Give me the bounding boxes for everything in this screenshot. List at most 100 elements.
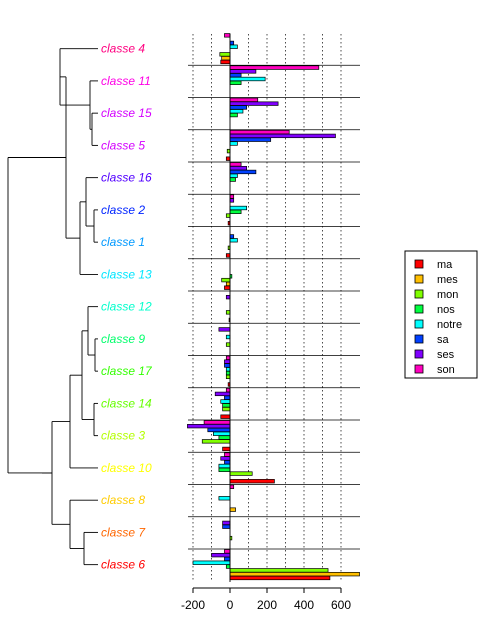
bar-notre [229, 238, 238, 243]
class-label: classe 1 [101, 235, 145, 249]
bar-mes [221, 55, 231, 61]
bar-ma [222, 446, 231, 452]
bar-sa [222, 524, 231, 529]
class-label: classe 13 [101, 267, 152, 281]
bar-notre [225, 367, 231, 372]
bar-sa [224, 556, 231, 562]
class-label: classe 3 [101, 429, 145, 443]
bar-nos [218, 435, 231, 440]
legend-label: ma [437, 259, 453, 271]
bar-notre [220, 399, 231, 404]
bar-son [229, 484, 235, 489]
bar-nos [222, 403, 231, 408]
bar-son [225, 387, 231, 393]
bar-notre [229, 141, 238, 146]
legend: ma mes mon nos notre sa ses son [404, 250, 478, 379]
bar-ses [229, 69, 257, 74]
legend-label: son [437, 364, 455, 376]
bar-sa [224, 363, 231, 368]
x-tick-label: -200 [181, 598, 205, 612]
legend-label: notre [437, 319, 462, 331]
bar-son [229, 162, 242, 167]
bar-ma [220, 59, 231, 65]
class-label: classe 2 [101, 203, 145, 217]
bar-ses [211, 552, 231, 558]
bar-mon [201, 439, 231, 444]
bar-ma [224, 285, 231, 290]
bar-nos [225, 370, 231, 376]
bar-mon [219, 52, 231, 57]
x-tick-label: 400 [294, 598, 314, 612]
legend-swatch [414, 334, 424, 344]
bar-nos [218, 467, 231, 472]
bar-marks [187, 33, 360, 581]
bar-ses [187, 424, 231, 429]
bar-notre [229, 205, 247, 211]
bar-son [225, 355, 231, 360]
bar-ses [214, 391, 231, 397]
bar-notre [218, 463, 231, 469]
class-label: classe 15 [101, 106, 152, 120]
bar-mes [229, 507, 236, 512]
class-label: classe 10 [101, 461, 152, 475]
bar-ses [229, 198, 235, 203]
class-label: classe 9 [101, 332, 145, 346]
class-label: classe 17 [101, 364, 153, 378]
legend-swatch [414, 274, 424, 284]
bar-nos [225, 564, 231, 569]
bar-sa [229, 105, 247, 110]
legend-swatch [414, 259, 424, 269]
class-label: classe 8 [101, 493, 145, 507]
class-label: classe 4 [101, 42, 145, 56]
bar-son [229, 194, 235, 199]
legend-swatch [414, 364, 424, 374]
legend-swatch [414, 349, 424, 359]
bar-ses [229, 166, 247, 171]
bar-sa [229, 73, 242, 78]
bar-ma [220, 414, 231, 419]
bar-sa [207, 427, 231, 433]
bar-notre [213, 431, 231, 436]
bar-notre [192, 560, 231, 565]
bar-ses [224, 359, 231, 364]
legend-swatch [414, 289, 424, 299]
grid-lines [192, 34, 342, 582]
x-tick-label: 200 [257, 598, 277, 612]
bar-notre [229, 44, 238, 49]
class-label: classe 11 [101, 74, 151, 88]
bar-son [229, 97, 259, 103]
bar-sa [224, 460, 231, 465]
class-label: classe 7 [101, 525, 146, 539]
legend-swatch [414, 304, 424, 314]
bar-ses [229, 133, 336, 139]
x-tick-label: 0 [227, 598, 234, 612]
bar-ma [229, 575, 331, 581]
bar-nos [229, 112, 238, 118]
bar-ma [225, 253, 231, 258]
x-tick-label: 600 [331, 598, 351, 612]
bar-sa [229, 234, 235, 239]
bar-nos [229, 209, 242, 214]
bar-mon [222, 406, 231, 412]
bar-sa [229, 137, 272, 142]
legend-label: mes [437, 274, 458, 286]
bar-son [224, 452, 231, 457]
bar-ses [218, 327, 231, 332]
class-label: classe 14 [101, 396, 152, 410]
bar-ses [220, 456, 231, 461]
legend-label: nos [437, 304, 455, 316]
class-labels: classe 4 classe 11 classe 15 classe 5 classe… [101, 42, 153, 572]
bar-ses [225, 295, 231, 300]
class-label: classe 6 [101, 558, 145, 572]
class-label: classe 5 [101, 138, 145, 152]
legend-swatch [414, 319, 424, 329]
bar-notre [229, 109, 244, 114]
bar-son [229, 129, 290, 135]
bar-nos [229, 177, 236, 182]
bar-mon [225, 374, 231, 379]
bar-mes [229, 571, 360, 577]
bar-son [224, 549, 231, 554]
bar-notre [229, 173, 238, 178]
bar-mon [221, 277, 231, 283]
